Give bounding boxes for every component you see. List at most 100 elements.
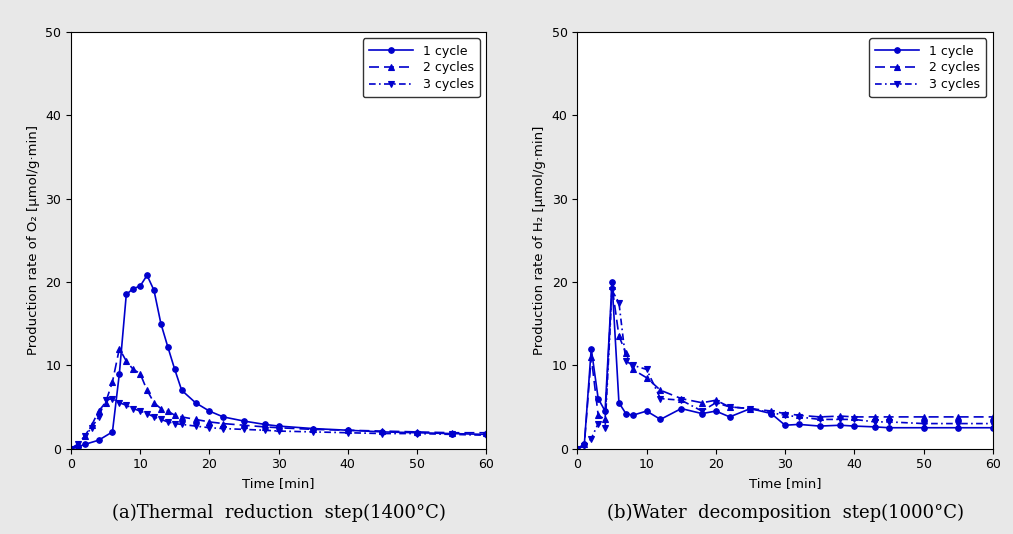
3 cycles: [654, 395, 667, 402]
3 cycles: [723, 404, 735, 410]
Legend: 1 cycle, 2 cycles, 3 cycles: 1 cycle, 2 cycles, 3 cycles: [363, 38, 480, 97]
3 cycles: [72, 441, 84, 447]
1 cycle: [377, 429, 389, 435]
3 cycles: [882, 419, 895, 425]
1 cycle: [446, 430, 458, 437]
3 cycles: [571, 445, 583, 452]
2 cycles: [765, 408, 777, 414]
2 cycles: [710, 397, 722, 404]
3 cycles: [918, 420, 930, 427]
3 cycles: [592, 420, 604, 427]
3 cycles: [620, 358, 632, 364]
Legend: 1 cycle, 2 cycles, 3 cycles: 1 cycle, 2 cycles, 3 cycles: [869, 38, 987, 97]
2 cycles: [592, 412, 604, 419]
1 cycle: [592, 395, 604, 402]
3 cycles: [65, 445, 77, 452]
Text: (a)Thermal  reduction  step(1400°C): (a)Thermal reduction step(1400°C): [111, 504, 446, 522]
2 cycles: [99, 399, 111, 406]
2 cycles: [813, 414, 826, 420]
2 cycles: [113, 345, 126, 352]
3 cycles: [578, 443, 591, 449]
Text: (b)Water  decomposition  step(1000°C): (b)Water decomposition step(1000°C): [607, 504, 963, 522]
2 cycles: [613, 333, 625, 339]
1 cycle: [238, 418, 250, 425]
Y-axis label: Production rate of O₂ [μmol/g·min]: Production rate of O₂ [μmol/g·min]: [26, 125, 40, 355]
3 cycles: [696, 408, 708, 414]
3 cycles: [79, 433, 91, 439]
3 cycles: [710, 399, 722, 406]
1 cycle: [586, 345, 598, 352]
2 cycles: [882, 414, 895, 420]
3 cycles: [128, 405, 140, 412]
3 cycles: [869, 419, 881, 425]
3 cycles: [175, 421, 187, 428]
2 cycles: [586, 354, 598, 360]
2 cycles: [835, 413, 847, 419]
1 cycle: [654, 416, 667, 422]
2 cycles: [745, 405, 757, 412]
2 cycles: [987, 414, 999, 420]
3 cycles: [606, 287, 618, 294]
2 cycles: [578, 441, 591, 447]
3 cycles: [446, 431, 458, 437]
3 cycles: [987, 420, 999, 427]
1 cycle: [168, 366, 180, 373]
3 cycles: [745, 405, 757, 412]
3 cycles: [113, 399, 126, 406]
1 cycle: [606, 279, 618, 285]
1 cycle: [128, 285, 140, 292]
2 cycles: [128, 366, 140, 373]
2 cycles: [779, 410, 791, 417]
Line: 1 cycle: 1 cycle: [574, 279, 996, 451]
2 cycles: [307, 426, 319, 433]
3 cycles: [586, 435, 598, 442]
2 cycles: [162, 408, 174, 414]
Y-axis label: Production rate of H₂ [μmol/g·min]: Production rate of H₂ [μmol/g·min]: [533, 125, 546, 355]
1 cycle: [675, 405, 687, 412]
3 cycles: [627, 362, 639, 368]
1 cycle: [134, 283, 146, 289]
1 cycle: [307, 426, 319, 432]
2 cycles: [341, 427, 354, 434]
2 cycles: [258, 423, 270, 430]
1 cycle: [155, 320, 167, 327]
3 cycles: [121, 402, 133, 409]
3 cycles: [835, 416, 847, 422]
3 cycles: [134, 408, 146, 414]
1 cycle: [793, 421, 805, 428]
1 cycle: [113, 371, 126, 377]
2 cycles: [175, 414, 187, 420]
X-axis label: Time [min]: Time [min]: [749, 477, 822, 490]
2 cycles: [869, 414, 881, 420]
1 cycle: [723, 414, 735, 420]
3 cycles: [162, 419, 174, 425]
3 cycles: [411, 430, 423, 437]
2 cycles: [72, 441, 84, 447]
2 cycles: [952, 414, 964, 420]
1 cycle: [848, 423, 860, 429]
3 cycles: [148, 414, 160, 420]
2 cycles: [204, 419, 216, 425]
1 cycle: [162, 344, 174, 350]
2 cycles: [411, 429, 423, 435]
2 cycles: [148, 399, 160, 406]
2 cycles: [793, 412, 805, 419]
Line: 3 cycles: 3 cycles: [68, 396, 489, 451]
3 cycles: [599, 425, 611, 431]
1 cycle: [65, 445, 77, 452]
1 cycle: [141, 272, 153, 279]
1 cycle: [571, 445, 583, 452]
3 cycles: [793, 414, 805, 420]
2 cycles: [918, 414, 930, 420]
2 cycles: [654, 387, 667, 394]
3 cycles: [640, 366, 652, 373]
1 cycle: [92, 437, 104, 443]
3 cycles: [377, 430, 389, 437]
1 cycle: [106, 429, 119, 435]
1 cycle: [627, 412, 639, 419]
1 cycle: [79, 441, 91, 447]
2 cycles: [723, 404, 735, 410]
1 cycle: [258, 421, 270, 428]
3 cycles: [613, 300, 625, 306]
2 cycles: [106, 379, 119, 385]
